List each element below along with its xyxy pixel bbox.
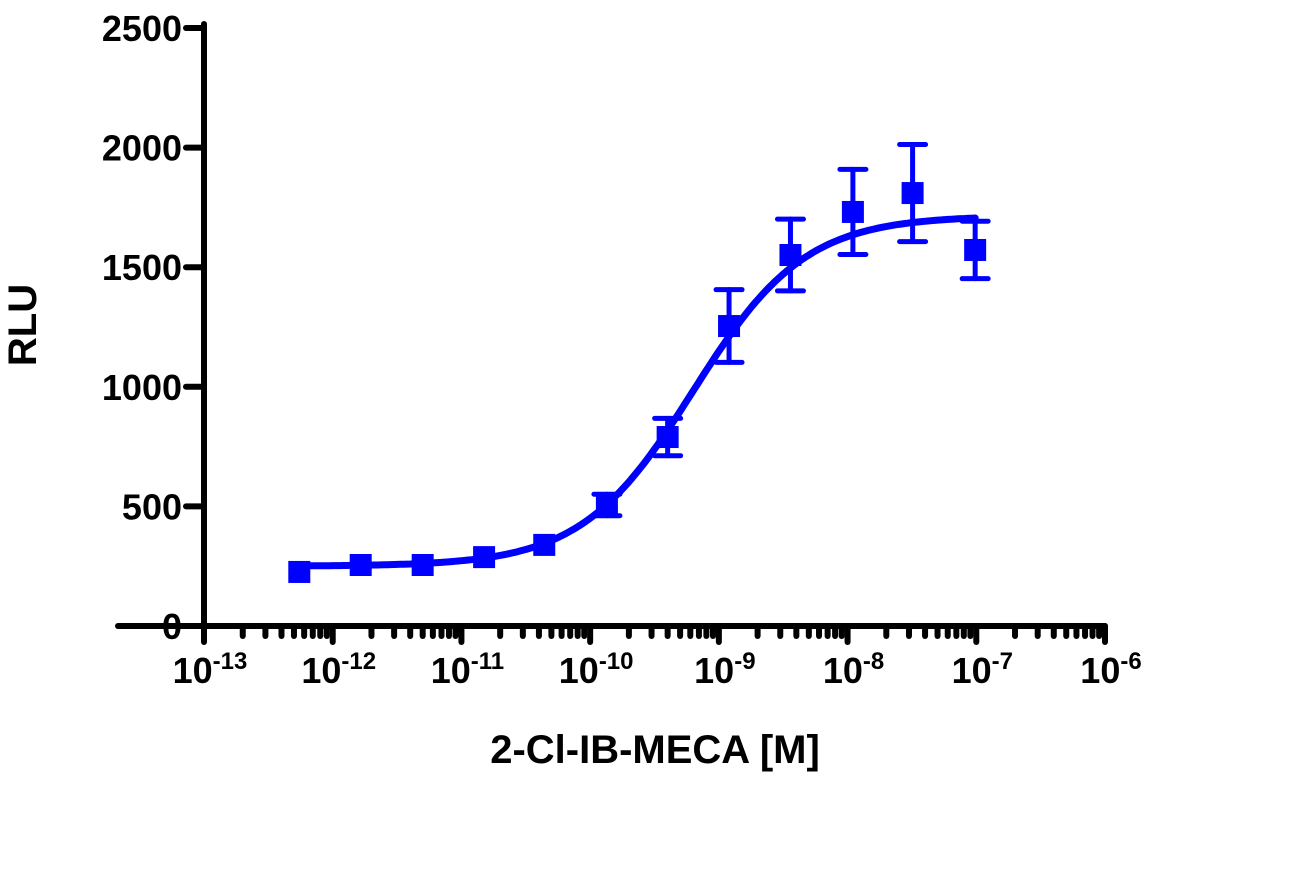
x-axis-label: 2-Cl-IB-MECA [M]	[490, 728, 820, 772]
fit-curve-group	[295, 214, 979, 570]
data-point	[774, 216, 806, 294]
square-marker	[841, 200, 864, 223]
data-point	[411, 554, 434, 577]
square-marker	[656, 426, 679, 449]
data-point	[349, 554, 372, 577]
y-tick-label: 500	[122, 486, 182, 527]
axes	[115, 21, 1108, 645]
x-tick-label: 10-6	[1080, 648, 1141, 691]
y-tick-label: 1500	[102, 247, 182, 288]
x-tick-label: 10-11	[431, 648, 504, 691]
y-tick-label: 2500	[102, 8, 182, 49]
data-point	[713, 287, 745, 365]
square-marker	[779, 244, 802, 267]
square-marker	[473, 546, 496, 569]
square-marker	[595, 493, 618, 516]
square-marker	[533, 533, 556, 556]
data-point	[473, 546, 496, 569]
x-tick-label: 10-12	[301, 648, 376, 691]
x-tick-label: 10-7	[952, 648, 1013, 691]
x-tick-label: 10-9	[694, 648, 755, 691]
square-marker	[411, 554, 434, 577]
data-point	[591, 491, 623, 519]
x-tick-label: 10-10	[559, 648, 634, 691]
fit-curve	[295, 214, 979, 570]
y-tick-label: 2000	[102, 128, 182, 169]
tick-labels: 0 500 1000 1500 2000 2500 10-13 10-12 10-11 10-10…	[102, 8, 1142, 691]
data-point	[533, 533, 556, 556]
data-point	[897, 141, 929, 245]
square-marker	[901, 182, 924, 205]
square-marker	[718, 315, 741, 338]
x-tick-label: 10-13	[173, 648, 248, 691]
square-marker	[288, 560, 311, 583]
y-tick-label: 1000	[102, 367, 182, 408]
data-point	[288, 560, 311, 583]
data-point	[959, 218, 991, 282]
data-point	[652, 415, 684, 459]
y-tick-label: 0	[162, 606, 182, 647]
square-marker	[964, 238, 987, 261]
data-points	[288, 141, 991, 583]
data-point	[837, 166, 869, 258]
y-axis-label: RLU	[1, 284, 45, 366]
x-tick-label: 10-8	[823, 648, 884, 691]
square-marker	[349, 554, 372, 577]
